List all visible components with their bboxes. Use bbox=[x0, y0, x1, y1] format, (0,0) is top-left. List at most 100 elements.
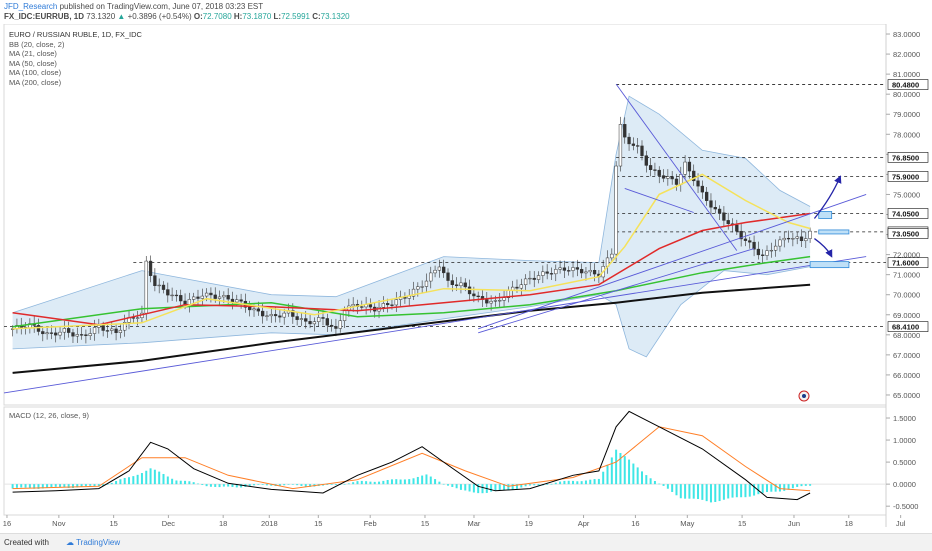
macd-histogram-bar bbox=[222, 484, 225, 487]
candle-body bbox=[230, 298, 235, 303]
macd-line bbox=[12, 410, 811, 501]
x-tick-label: 16 bbox=[3, 519, 11, 528]
macd-histogram-bar bbox=[679, 484, 682, 499]
candle-body bbox=[308, 321, 312, 325]
macd-histogram-bar bbox=[218, 484, 221, 488]
candle-body bbox=[217, 296, 222, 299]
candle-body bbox=[584, 271, 588, 274]
candle-body bbox=[54, 332, 58, 336]
macd-histogram-bar bbox=[735, 484, 738, 498]
candle-body bbox=[437, 266, 442, 271]
candle-body bbox=[562, 267, 567, 271]
macd-histogram-bar bbox=[498, 484, 501, 491]
target-icon bbox=[798, 390, 810, 402]
y-tick-label: 70.0000 bbox=[893, 291, 920, 300]
price-label-box bbox=[887, 228, 929, 239]
candle-body bbox=[381, 303, 385, 308]
macd-histogram-bar bbox=[106, 484, 109, 485]
price-chart[interactable]: 83.0000 82.0000 81.0000 80.0000 79.0000 78.00… bbox=[0, 24, 932, 533]
candle-body bbox=[157, 284, 161, 287]
target-box bbox=[818, 211, 833, 219]
macd-histogram-bar bbox=[123, 477, 126, 485]
trendline bbox=[624, 188, 694, 213]
macd-signal-line bbox=[12, 426, 811, 492]
macd-histogram-bar bbox=[334, 484, 337, 485]
candle-body bbox=[644, 155, 648, 166]
candle-body bbox=[579, 269, 584, 274]
candle-body bbox=[101, 325, 105, 331]
candle-body bbox=[670, 176, 674, 180]
author-link[interactable]: JFD_Research bbox=[4, 2, 58, 11]
macd-histogram-bar bbox=[464, 484, 467, 491]
macd-histogram-bar bbox=[606, 464, 609, 485]
tradingview-brand[interactable]: ☁ TradingView bbox=[66, 534, 120, 551]
macd-histogram-bar bbox=[718, 484, 721, 502]
candle-body bbox=[769, 249, 773, 252]
candle-body bbox=[804, 238, 808, 242]
candle-body bbox=[683, 161, 687, 175]
x-tick-label: Feb bbox=[364, 519, 377, 528]
macd-legend[interactable]: MACD (12, 26, close, 9) bbox=[9, 411, 90, 420]
macd-histogram-bar bbox=[365, 481, 368, 485]
candle-body bbox=[532, 277, 536, 280]
macd-histogram-bar bbox=[412, 478, 415, 485]
high-value: 73.1870 bbox=[242, 12, 272, 21]
macd-histogram-bar bbox=[697, 484, 700, 500]
candle-body bbox=[679, 174, 683, 185]
macd-histogram-bar bbox=[93, 484, 96, 487]
x-tick-label: 19 bbox=[525, 519, 533, 528]
macd-histogram-bar bbox=[296, 484, 299, 486]
macd-histogram-bar bbox=[149, 468, 152, 485]
candle-body bbox=[58, 331, 62, 336]
macd-histogram-bar bbox=[97, 484, 100, 487]
candle-body bbox=[41, 331, 45, 335]
candle-body bbox=[575, 267, 579, 270]
legend-ma100[interactable]: MA (100, close) bbox=[9, 68, 62, 77]
y-tick-label: 69.0000 bbox=[893, 311, 920, 320]
candle-body bbox=[394, 299, 398, 306]
x-tick-label: 15 bbox=[314, 519, 322, 528]
legend-ma200[interactable]: MA (200, close) bbox=[9, 77, 62, 87]
macd-histogram-bar bbox=[649, 478, 652, 485]
macd-histogram-bar bbox=[658, 483, 661, 485]
macd-histogram-bar bbox=[352, 482, 355, 485]
macd-histogram-bar bbox=[15, 484, 18, 488]
macd-histogram-bar bbox=[205, 484, 208, 487]
candle-body bbox=[338, 320, 342, 329]
legend-ma21[interactable]: MA (21, close) bbox=[9, 49, 57, 58]
macd-histogram-bar bbox=[382, 480, 385, 485]
price-label: 80.4800 bbox=[887, 79, 929, 90]
y-tick-label: 67.0000 bbox=[893, 351, 920, 360]
price-label: 75.9000 bbox=[887, 171, 929, 182]
candle-body bbox=[558, 267, 562, 270]
legend-bb[interactable]: BB (20, close, 2) bbox=[9, 39, 65, 49]
macd-histogram-bar bbox=[468, 484, 471, 492]
macd-histogram-bar bbox=[524, 484, 527, 487]
symbol-label: FX_IDC:EURRUB, 1D bbox=[4, 12, 85, 21]
macd-histogram-bar bbox=[434, 479, 437, 485]
candle-body bbox=[808, 230, 812, 239]
candle-body bbox=[765, 250, 769, 256]
macd-histogram-bar bbox=[503, 484, 506, 491]
macd-histogram-bar bbox=[653, 480, 656, 485]
x-tick-label: 16 bbox=[631, 519, 639, 528]
macd-histogram-bar bbox=[347, 483, 350, 485]
candle-body bbox=[153, 275, 157, 286]
macd-histogram-bar bbox=[360, 480, 363, 485]
y-tick-label: 78.0000 bbox=[893, 130, 920, 139]
candle-body bbox=[752, 241, 756, 250]
price-change: +0.3896 (+0.54%) bbox=[127, 12, 192, 21]
candle-body bbox=[317, 317, 321, 322]
macd-histogram-bar bbox=[399, 479, 402, 485]
macd-histogram-bar bbox=[395, 479, 398, 485]
macd-histogram-bar bbox=[481, 484, 484, 494]
legend-ma50[interactable]: MA (50, close) bbox=[9, 58, 57, 68]
macd-histogram-bar bbox=[740, 484, 743, 498]
candle-body bbox=[696, 180, 700, 187]
macd-histogram-bar bbox=[24, 484, 27, 488]
macd-histogram-bar bbox=[287, 484, 290, 485]
macd-histogram-bar bbox=[429, 476, 432, 485]
candle-body bbox=[571, 267, 575, 271]
macd-histogram-bar bbox=[408, 479, 411, 485]
macd-histogram-bar bbox=[162, 473, 165, 485]
